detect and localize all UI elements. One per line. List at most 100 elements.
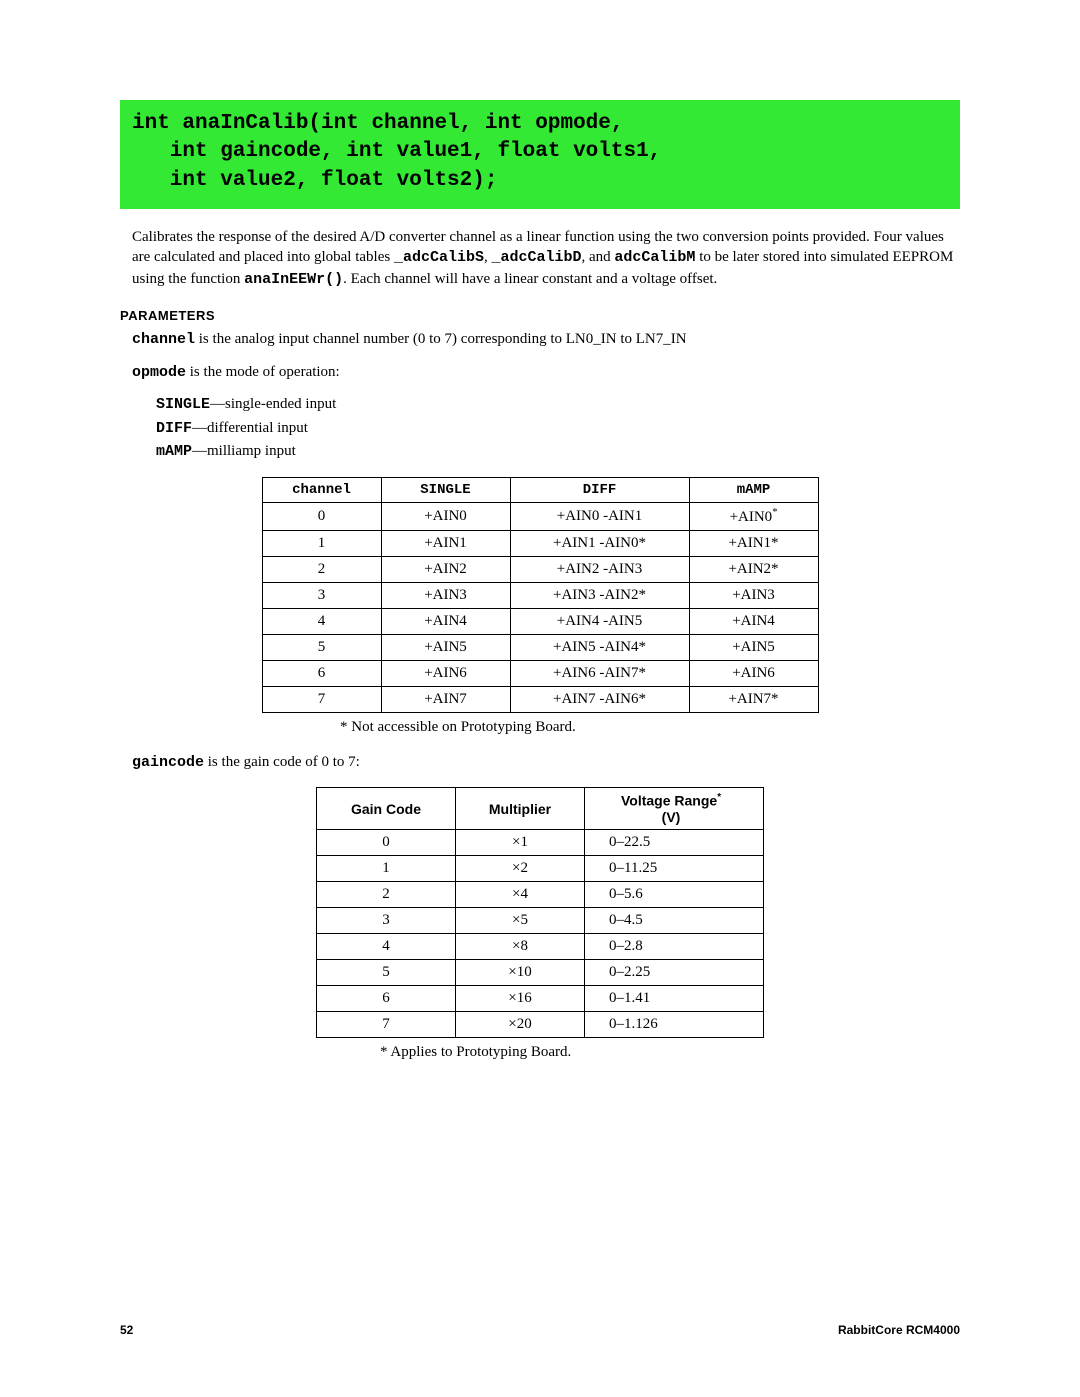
table-cell: +AIN1* — [689, 531, 818, 557]
table-cell: ×10 — [456, 959, 585, 985]
desc-text: , and — [582, 249, 615, 265]
table-cell: +AIN1 — [381, 531, 510, 557]
table-cell: +AIN4 -AIN5 — [510, 609, 689, 635]
table-cell: ×8 — [456, 933, 585, 959]
table-row: 1+AIN1+AIN1 -AIN0*+AIN1* — [262, 531, 818, 557]
opmode-code: DIFF — [156, 420, 192, 437]
table-header: Multiplier — [456, 788, 585, 830]
table-cell: +AIN1 -AIN0* — [510, 531, 689, 557]
opmode-item: mAMP—milliamp input — [156, 440, 960, 463]
table-cell: +AIN6 -AIN7* — [510, 661, 689, 687]
table-cell: 0–22.5 — [585, 829, 764, 855]
table-cell: 2 — [262, 557, 381, 583]
table-cell: 3 — [262, 583, 381, 609]
page-number: 52 — [120, 1323, 133, 1337]
table-cell: 6 — [262, 661, 381, 687]
table-row: 7×200–1.126 — [317, 1011, 764, 1037]
table-header: DIFF — [510, 478, 689, 503]
desc-code: _adcCalibD — [491, 249, 581, 266]
desc-code: anaInEEWr() — [244, 271, 343, 288]
table-cell: 0–11.25 — [585, 855, 764, 881]
table-cell: 0–4.5 — [585, 907, 764, 933]
desc-code: adcCalibM — [614, 249, 695, 266]
param-gaincode: gaincode is the gain code of 0 to 7: — [132, 752, 960, 773]
table-cell: ×2 — [456, 855, 585, 881]
table1-footnote: * Not accessible on Prototyping Board. — [280, 719, 800, 736]
param-opmode: opmode is the mode of operation: — [132, 362, 960, 383]
opmode-list: SINGLE—single-ended inputDIFF—differenti… — [156, 393, 960, 463]
table-cell: 0–2.25 — [585, 959, 764, 985]
table-cell: 0–1.41 — [585, 985, 764, 1011]
table-row: 7+AIN7+AIN7 -AIN6*+AIN7* — [262, 687, 818, 713]
table-cell: 6 — [317, 985, 456, 1011]
table-row: 0+AIN0+AIN0 -AIN1+AIN0* — [262, 503, 818, 531]
table-cell: 0 — [262, 503, 381, 531]
opmode-item: DIFF—differential input — [156, 417, 960, 440]
table-header: SINGLE — [381, 478, 510, 503]
desc-text: . Each channel will have a linear consta… — [343, 271, 717, 287]
table-cell: +AIN5 — [381, 635, 510, 661]
table2-footnote: * Applies to Prototyping Board. — [340, 1044, 740, 1061]
table-cell: 0–1.126 — [585, 1011, 764, 1037]
opmode-code: SINGLE — [156, 396, 210, 413]
table-cell: 4 — [317, 933, 456, 959]
table-cell: +AIN5 -AIN4* — [510, 635, 689, 661]
table-cell: +AIN6 — [381, 661, 510, 687]
table-cell: 0 — [317, 829, 456, 855]
description-paragraph: Calibrates the response of the desired A… — [132, 227, 960, 290]
page: int anaInCalib(int channel, int opmode, … — [0, 0, 1080, 1397]
table-cell: +AIN4 — [381, 609, 510, 635]
page-footer: 52 RabbitCore RCM4000 — [120, 1323, 960, 1337]
table-cell: 5 — [317, 959, 456, 985]
gaincode-table: Gain CodeMultiplierVoltage Range*(V) 0×1… — [316, 787, 764, 1038]
table-cell: ×5 — [456, 907, 585, 933]
param-name: gaincode — [132, 754, 204, 771]
table-cell: +AIN3 -AIN2* — [510, 583, 689, 609]
table-header: Gain Code — [317, 788, 456, 830]
channel-table: channelSINGLEDIFFmAMP 0+AIN0+AIN0 -AIN1+… — [262, 477, 819, 713]
table-cell: +AIN7 -AIN6* — [510, 687, 689, 713]
table-row: 3+AIN3+AIN3 -AIN2*+AIN3 — [262, 583, 818, 609]
table-cell: 0–5.6 — [585, 881, 764, 907]
table-row: 4×80–2.8 — [317, 933, 764, 959]
table-cell: +AIN7* — [689, 687, 818, 713]
table-row: 3×50–4.5 — [317, 907, 764, 933]
table-cell: +AIN0 — [381, 503, 510, 531]
param-text: is the gain code of 0 to 7: — [204, 754, 360, 770]
table-header: channel — [262, 478, 381, 503]
table-row: 0×10–22.5 — [317, 829, 764, 855]
param-name: opmode — [132, 364, 186, 381]
function-signature: int anaInCalib(int channel, int opmode, … — [120, 100, 960, 209]
table-row: 2+AIN2+AIN2 -AIN3+AIN2* — [262, 557, 818, 583]
opmode-item: SINGLE—single-ended input — [156, 393, 960, 416]
param-channel: channel is the analog input channel numb… — [132, 329, 960, 350]
table-cell: ×20 — [456, 1011, 585, 1037]
table-cell: +AIN2 — [381, 557, 510, 583]
table-row: 5+AIN5+AIN5 -AIN4*+AIN5 — [262, 635, 818, 661]
table-cell: 4 — [262, 609, 381, 635]
opmode-text: —differential input — [192, 420, 308, 436]
table-row: 6+AIN6+AIN6 -AIN7*+AIN6 — [262, 661, 818, 687]
desc-code: _adcCalibS — [394, 249, 484, 266]
param-text: is the mode of operation: — [186, 364, 340, 380]
table-cell: ×1 — [456, 829, 585, 855]
table-cell: 1 — [317, 855, 456, 881]
table-cell: +AIN5 — [689, 635, 818, 661]
table-cell: +AIN4 — [689, 609, 818, 635]
table-row: 4+AIN4+AIN4 -AIN5+AIN4 — [262, 609, 818, 635]
opmode-code: mAMP — [156, 443, 192, 460]
table-cell: +AIN6 — [689, 661, 818, 687]
param-text: is the analog input channel number (0 to… — [195, 331, 687, 347]
doc-title: RabbitCore RCM4000 — [838, 1323, 960, 1337]
table-cell: 2 — [317, 881, 456, 907]
table-cell: +AIN2 -AIN3 — [510, 557, 689, 583]
opmode-text: —single-ended input — [210, 396, 336, 412]
parameters-heading: PARAMETERS — [120, 308, 960, 323]
table-cell: +AIN0 -AIN1 — [510, 503, 689, 531]
opmode-text: —milliamp input — [192, 443, 296, 459]
table-cell: 7 — [317, 1011, 456, 1037]
table-cell: +AIN3 — [689, 583, 818, 609]
table-cell: 3 — [317, 907, 456, 933]
param-name: channel — [132, 331, 195, 348]
table-cell: 5 — [262, 635, 381, 661]
